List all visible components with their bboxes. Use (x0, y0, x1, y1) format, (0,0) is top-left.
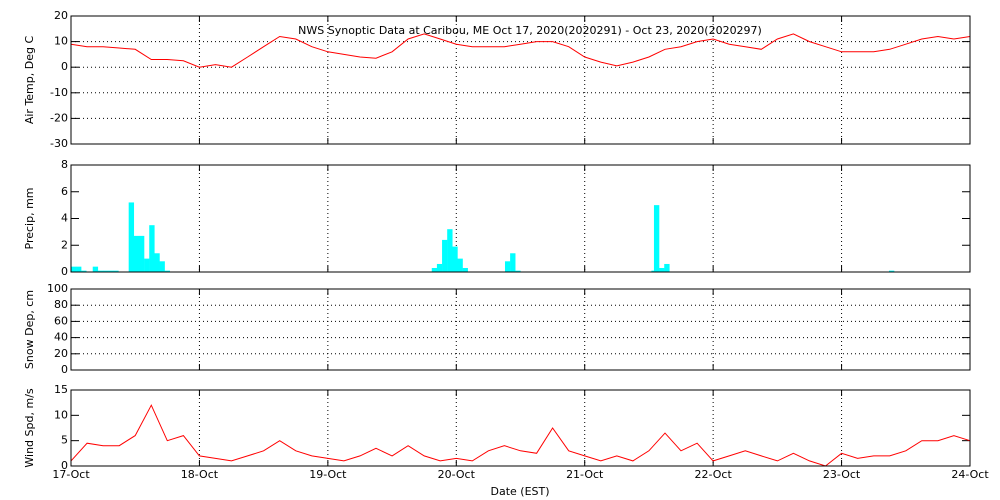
precip-bar (504, 261, 511, 272)
x-tick-label: 19-Oct (309, 468, 347, 481)
y-tick-label: 60 (54, 314, 68, 327)
precip-bar (113, 270, 119, 272)
y-tick-label: -30 (50, 137, 68, 150)
x-tick-label: 24-Oct (951, 468, 989, 481)
y-tick-label: 0 (61, 265, 68, 278)
y-tick-label: 80 (54, 298, 68, 311)
precip-bar (133, 235, 140, 272)
precip-bar (457, 258, 463, 272)
y-tick-label: 10 (54, 408, 68, 421)
precip-bar (138, 235, 145, 272)
panel-frame (70, 288, 971, 371)
precip-bar (659, 267, 665, 272)
y-tick-label: 6 (61, 185, 68, 198)
precip-bar (515, 270, 521, 272)
y-tick-label: -10 (50, 86, 68, 99)
y-tick-label: 10 (54, 35, 68, 48)
y-tick-label: 5 (61, 434, 68, 447)
y-tick-label: 0 (61, 363, 68, 376)
precip-bar (452, 246, 458, 272)
y-tick-label: -20 (50, 111, 68, 124)
precip-bar (653, 205, 660, 272)
chart-title: NWS Synoptic Data at Caribou, ME Oct 17,… (298, 24, 762, 37)
y-tick-label: 0 (61, 60, 68, 73)
precip-bar (442, 239, 448, 272)
panel-frame (70, 164, 971, 273)
precip-bar (70, 266, 77, 272)
precip-bar (510, 253, 516, 272)
x-tick-label: 22-Oct (694, 468, 732, 481)
x-tick-label: 18-Oct (181, 468, 219, 481)
precip-bar (97, 270, 104, 272)
precip-bar (103, 270, 109, 272)
precip-bar (462, 267, 468, 272)
precip-bar (128, 202, 135, 272)
x-tick-label: 21-Oct (566, 468, 604, 481)
precip-bar (436, 263, 443, 272)
y-tick-label: 15 (54, 383, 68, 396)
data-line (70, 404, 971, 467)
precip-bar (149, 225, 155, 272)
x-tick-label: 23-Oct (823, 468, 861, 481)
y-tick-label: 2 (61, 238, 68, 251)
precip-bar (431, 267, 438, 272)
precip-bar (108, 270, 114, 272)
precip-bar (164, 270, 170, 272)
y-tick-label: 40 (54, 331, 68, 344)
y-axis-label: Air Temp, Deg C (23, 36, 36, 125)
data-line (70, 33, 971, 68)
precip-bar (81, 270, 87, 272)
y-tick-label: 4 (61, 212, 68, 225)
precip-bar (447, 229, 453, 272)
panel-frame (70, 389, 971, 467)
precip-bar (888, 270, 895, 272)
x-axis-label: Date (EST) (490, 485, 549, 498)
y-axis-label: Snow Dep, cm (23, 290, 36, 369)
precip-bar (76, 266, 82, 272)
precip-bar (92, 266, 99, 272)
y-tick-label: 8 (61, 158, 68, 171)
y-axis-label: Wind Spd, m/s (23, 388, 36, 468)
y-tick-label: 20 (54, 347, 68, 360)
precip-bar (664, 263, 670, 272)
y-tick-label: 20 (54, 9, 68, 22)
y-axis-label: Precip, mm (23, 188, 36, 250)
x-tick-label: 20-Oct (438, 468, 476, 481)
precip-bar (154, 253, 160, 272)
panel-frame (70, 15, 971, 145)
x-tick-label: 17-Oct (52, 468, 90, 481)
precip-bar (159, 261, 165, 272)
y-tick-label: 100 (47, 282, 68, 295)
y-tick-label: 0 (61, 459, 68, 472)
precip-bar (144, 258, 150, 272)
